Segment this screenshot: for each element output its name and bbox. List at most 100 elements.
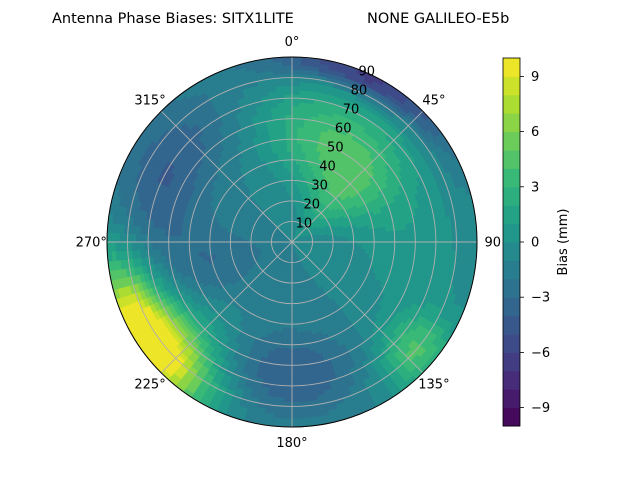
field-cell [292, 369, 299, 373]
field-cell [292, 82, 300, 86]
field-cell [292, 394, 300, 398]
field-cell [370, 242, 374, 246]
field-cell [169, 242, 173, 248]
field-cell [292, 115, 299, 119]
field-cell [403, 236, 407, 242]
field-cell [128, 242, 132, 251]
field-cell [297, 143, 302, 147]
field-cell [286, 357, 292, 361]
field-cell [287, 147, 292, 151]
field-cell [407, 242, 411, 248]
field-cell [165, 242, 169, 249]
field-cell [366, 238, 370, 242]
field-cell [292, 304, 295, 308]
field-cell [202, 237, 206, 242]
field-cell [292, 357, 298, 361]
field-cell [140, 242, 144, 250]
field-cell [378, 247, 382, 252]
field-cell [444, 242, 448, 250]
field-cell [288, 168, 292, 172]
field-cell [152, 242, 156, 249]
field-cell [289, 176, 292, 180]
field-cell [292, 119, 298, 123]
field-cell [287, 328, 292, 332]
field-cell [292, 328, 297, 332]
field-cell [357, 235, 361, 239]
field-cell [399, 236, 403, 242]
field-cell [193, 237, 197, 242]
field-cell [358, 242, 362, 246]
field-cell [128, 233, 132, 242]
chart-title: Antenna Phase Biases: SITX1LITE [52, 11, 294, 27]
field-cell [292, 324, 297, 328]
field-cell [206, 237, 210, 242]
field-cell [292, 131, 298, 135]
field-cell [395, 236, 399, 242]
field-cell [415, 235, 419, 242]
chart-subtitle: NONE GALILEO-E5b [367, 11, 509, 27]
field-cell [202, 247, 206, 252]
field-cell [284, 386, 292, 390]
field-cell [148, 242, 152, 250]
field-cell [193, 247, 197, 252]
field-cell [382, 237, 386, 242]
field-cell [285, 377, 292, 381]
field-cell [181, 236, 185, 242]
field-cell [136, 234, 140, 242]
field-cell [292, 168, 296, 172]
field-cell [292, 160, 296, 164]
field-cell [284, 390, 292, 394]
field-cell [288, 164, 292, 168]
field-cell [292, 316, 296, 320]
field-cell [362, 238, 366, 242]
field-cell [185, 242, 189, 248]
field-cell [292, 341, 297, 345]
field-cell [287, 341, 292, 345]
field-cell [286, 123, 292, 127]
field-cell [382, 247, 386, 252]
field-cell [407, 236, 411, 242]
field-cell [366, 234, 370, 238]
field-cell [287, 156, 292, 160]
field-cell [285, 106, 292, 110]
field-cell [292, 386, 300, 390]
field-cell [286, 361, 292, 365]
field-cell [286, 185, 289, 189]
field-cell [284, 168, 288, 172]
field-cell [378, 237, 382, 242]
field-cell [395, 242, 399, 248]
field-cell [214, 242, 218, 246]
field-cell [292, 69, 301, 73]
field-cell [285, 115, 292, 119]
field-cell [286, 345, 292, 349]
field-cell [289, 184, 292, 188]
field-cell [370, 238, 374, 242]
field-cell [144, 234, 148, 242]
field-cell [283, 410, 292, 414]
field-cell [411, 242, 415, 248]
field-cell [226, 242, 230, 245]
field-cell [386, 232, 390, 237]
field-cell [419, 242, 423, 249]
field-cell [288, 308, 292, 312]
field-cell [287, 152, 292, 156]
field-cell [354, 239, 358, 242]
field-cell [382, 242, 386, 247]
field-cell [198, 247, 202, 252]
field-cell [292, 172, 296, 176]
field-cell [440, 234, 444, 242]
field-cell [193, 242, 197, 247]
field-cell [440, 242, 444, 250]
field-cell [288, 312, 292, 316]
field-cell [297, 152, 302, 156]
field-cell [286, 135, 292, 139]
field-cell [297, 328, 302, 332]
field-cell [292, 398, 300, 402]
field-cell [214, 246, 218, 250]
field-cell [358, 238, 362, 242]
field-cell [292, 152, 297, 156]
field-cell [292, 390, 300, 394]
field-cell [284, 98, 292, 102]
field-cell [292, 332, 297, 336]
